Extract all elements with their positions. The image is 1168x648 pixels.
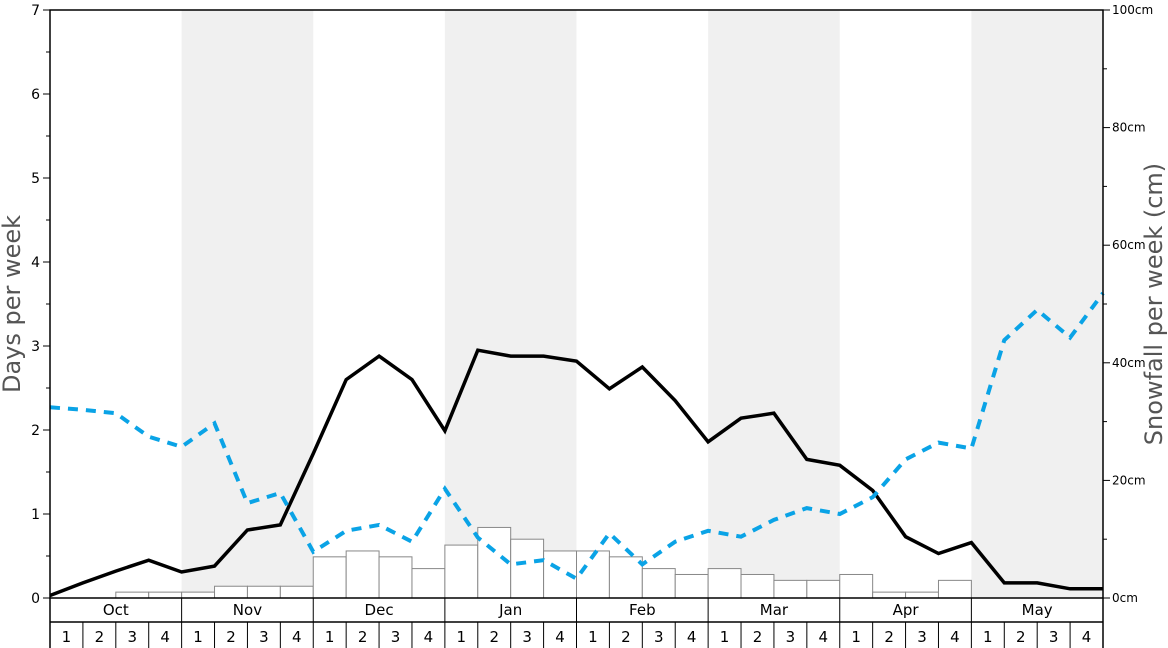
- left-tick-label: 5: [31, 171, 40, 187]
- month-shade-may: [971, 10, 1103, 598]
- week-label: 1: [588, 628, 598, 646]
- snowfall-bar: [345, 550, 380, 599]
- snowfall-bar: [214, 585, 248, 599]
- blue-dashed-line: [49, 291, 1105, 582]
- snowfall-bar: [279, 585, 314, 599]
- snowfall-bar: [674, 573, 709, 599]
- left-axis: 0 1 2 3 4 5 6 7: [31, 3, 50, 607]
- week-label: 3: [654, 628, 664, 646]
- snowfall-bar: [411, 568, 446, 599]
- week-label: 3: [259, 628, 269, 646]
- week-label: 1: [62, 628, 72, 646]
- month-shade-jan: [444, 10, 577, 598]
- month-week-axis: Oct 1 2 3 4 Nov 1 2 3 4 Dec 1 2 3 4 Jan 1 2 3 4 Feb 1 2 3 4 Mar 1 2…: [49, 598, 1104, 648]
- week-label: 1: [193, 628, 203, 646]
- chart-lines: [49, 291, 1105, 598]
- snow-days-line: [49, 348, 1103, 598]
- snowfall-bar: [641, 568, 676, 599]
- week-label: 1: [720, 628, 730, 646]
- right-tick-label: 20cm: [1112, 473, 1146, 487]
- left-tick-label: 4: [31, 255, 40, 271]
- right-axis: 0cm 20cm 40cm 60cm 80cm 100cm: [1103, 3, 1153, 605]
- right-tick-label: 100cm: [1112, 3, 1153, 17]
- week-label: 2: [1016, 628, 1026, 646]
- week-label: 2: [226, 628, 236, 646]
- left-tick-label: 7: [31, 3, 40, 19]
- week-label: 1: [325, 628, 335, 646]
- week-label: 2: [753, 628, 763, 646]
- week-label: 4: [555, 628, 565, 646]
- snowfall-bar: [707, 568, 742, 599]
- snowfall-bar: [510, 538, 545, 599]
- week-label: 4: [292, 628, 302, 646]
- right-axis-title: Snowfall per week (cm): [1140, 163, 1168, 445]
- snowfall-bar: [246, 585, 281, 599]
- month-shade-nov: [181, 10, 314, 598]
- snowfall-bar: [181, 591, 216, 599]
- snowfall-bar: [937, 579, 972, 599]
- week-label: 1: [457, 628, 467, 646]
- week-label: 2: [358, 628, 368, 646]
- week-label: 4: [1082, 628, 1092, 646]
- snowfall-bar: [608, 556, 643, 599]
- week-label: 3: [522, 628, 532, 646]
- week-label: 1: [851, 628, 861, 646]
- week-label: 2: [489, 628, 499, 646]
- left-tick-label: 1: [31, 507, 40, 523]
- snowfall-bar: [905, 591, 939, 599]
- month-label: Mar: [760, 601, 789, 619]
- right-tick-label: 0cm: [1112, 591, 1138, 605]
- week-label: 3: [391, 628, 401, 646]
- left-tick-label: 3: [31, 339, 40, 355]
- right-tick-label: 60cm: [1112, 238, 1146, 252]
- week-label: 2: [621, 628, 631, 646]
- snowfall-bar: [312, 556, 347, 599]
- left-tick-label: 6: [31, 87, 40, 103]
- week-label: 4: [424, 628, 434, 646]
- snowfall-bar: [378, 556, 413, 599]
- snowfall-bar: [872, 591, 907, 599]
- week-label: 4: [160, 628, 170, 646]
- week-label: 4: [687, 628, 697, 646]
- month-shade-mar: [708, 10, 840, 598]
- month-label: Oct: [103, 601, 129, 619]
- snowfall-bar: [806, 579, 841, 599]
- week-label: 1: [983, 628, 993, 646]
- week-label: 3: [1049, 628, 1059, 646]
- snowfall-bar: [773, 579, 808, 599]
- month-label: May: [1022, 601, 1053, 619]
- week-label: 2: [95, 628, 105, 646]
- snowfall-bar: [477, 526, 512, 599]
- month-label: Feb: [629, 601, 656, 619]
- snowfall-bar: [444, 544, 479, 599]
- month-label: Dec: [365, 601, 394, 619]
- snowfall-bar: [740, 573, 775, 599]
- right-tick-label: 40cm: [1112, 356, 1146, 370]
- snowfall-bar: [148, 591, 183, 599]
- left-tick-label: 2: [31, 423, 40, 439]
- month-shading: [181, 10, 1103, 598]
- month-label: Apr: [893, 601, 920, 619]
- week-label: 3: [917, 628, 927, 646]
- snowfall-bar: [839, 573, 874, 599]
- snowfall-bar: [115, 591, 150, 599]
- week-label: 3: [127, 628, 137, 646]
- month-label: Jan: [498, 601, 522, 619]
- week-label: 3: [786, 628, 796, 646]
- left-tick-label: 0: [31, 591, 40, 607]
- week-label: 4: [819, 628, 829, 646]
- left-axis-title: Days per week: [0, 215, 26, 393]
- right-tick-label: 80cm: [1112, 121, 1146, 135]
- week-label: 4: [950, 628, 960, 646]
- month-label: Nov: [233, 601, 262, 619]
- week-label: 2: [884, 628, 894, 646]
